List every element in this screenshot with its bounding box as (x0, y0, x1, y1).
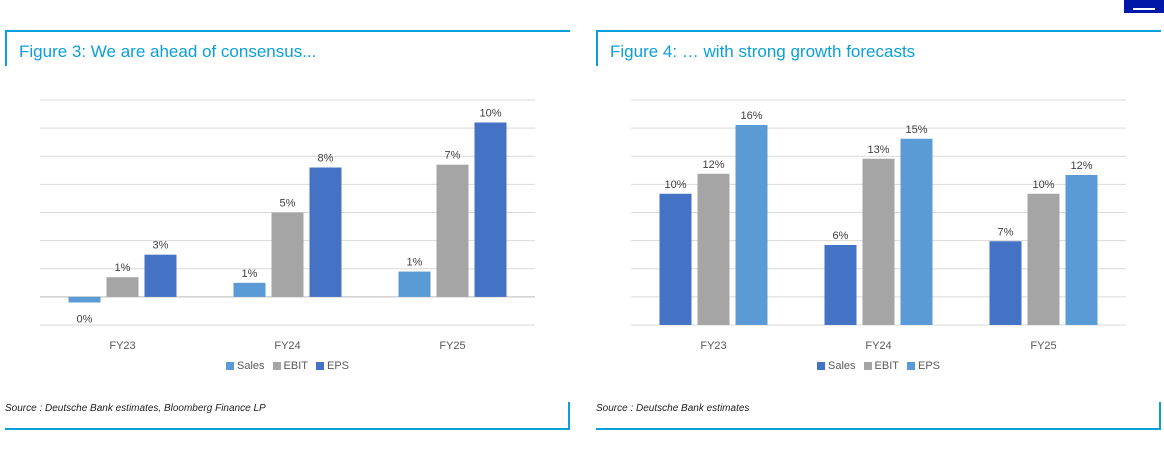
data-label: 10% (664, 179, 686, 191)
data-label: 5% (280, 198, 296, 210)
bar-ebit-fy24 (862, 158, 895, 325)
top-rule (5, 30, 570, 32)
legend-swatch (906, 362, 915, 370)
data-label: 12% (1070, 160, 1092, 172)
bar-sales-fy25 (989, 241, 1022, 325)
bar-ebit-fy24 (271, 212, 304, 297)
bar-eps-fy25 (1065, 175, 1098, 325)
chart-svg: 0% 1% 3% FY23 1% 5% 8% FY24 1% 7% 10% FY25 (40, 99, 535, 352)
data-label: 0% (77, 314, 93, 326)
category-label: FY25 (1030, 340, 1056, 352)
category-label: FY25 (439, 340, 465, 352)
legend-swatch (817, 362, 825, 370)
data-label: 16% (740, 110, 762, 122)
legend-label: EBIT (874, 360, 899, 372)
legend-label: Sales (237, 360, 265, 372)
figure-title: Figure 3: We are ahead of consensus... (19, 42, 317, 61)
chart-area: 10% 12% 16% FY23 6% 13% 15% FY24 7% 10% 12% FY25 (596, 82, 1161, 382)
data-label: 8% (318, 153, 334, 165)
legend-label: EPS (917, 360, 940, 372)
bar-eps-fy24 (309, 167, 342, 297)
bar-ebit-fy25 (436, 164, 469, 297)
legend: Sales EBIT EPS (5, 360, 570, 372)
legend-swatch (272, 362, 281, 370)
category-label: FY24 (274, 340, 300, 352)
legend-item-ebit: EBIT (272, 360, 308, 372)
left-tick (5, 30, 7, 66)
data-label: 1% (242, 268, 258, 280)
category-label: FY24 (865, 340, 891, 352)
bar-ebit-fy23 (697, 173, 730, 325)
legend-label: EPS (326, 360, 349, 372)
legend-item-eps: EPS (315, 360, 349, 372)
bar-eps-fy24 (900, 138, 933, 325)
chart-area: 0% 1% 3% FY23 1% 5% 8% FY24 1% 7% 10% FY25 (5, 82, 570, 382)
data-label: 1% (115, 262, 131, 274)
data-label: 12% (702, 159, 724, 171)
bar-sales-fy24 (824, 245, 857, 325)
bar-sales-fy25 (398, 271, 431, 297)
data-label: 6% (833, 230, 849, 242)
figure-3-panel: Figure 3: We are ahead of consensus... 0… (5, 30, 570, 430)
bottom-rule (5, 428, 570, 430)
data-label: 10% (1032, 179, 1054, 191)
right-tick (1159, 402, 1161, 430)
legend-item-sales: Sales (817, 360, 856, 372)
right-tick (568, 402, 570, 430)
data-label: 13% (867, 144, 889, 156)
legend-item-ebit: EBIT (863, 360, 899, 372)
figure-title: Figure 4: … with strong growth forecasts (610, 42, 916, 61)
legend-item-eps: EPS (906, 360, 940, 372)
legend-label: EBIT (283, 360, 308, 372)
legend-swatch (863, 362, 872, 370)
data-label: 3% (153, 240, 169, 252)
bar-ebit-fy25 (1027, 193, 1060, 325)
source-note: Source : Deutsche Bank estimates, Bloomb… (5, 403, 266, 414)
data-label: 10% (479, 108, 501, 120)
data-label: 1% (407, 257, 423, 269)
category-label: FY23 (700, 340, 726, 352)
figure-4-panel: Figure 4: … with strong growth forecasts… (596, 30, 1161, 430)
bar-ebit-fy23 (106, 277, 139, 297)
top-rule (596, 30, 1161, 32)
category-label: FY23 (109, 340, 135, 352)
logo-box (1124, 0, 1164, 13)
legend-swatch (315, 362, 324, 370)
bar-sales-fy24 (233, 282, 266, 297)
bottom-rule (596, 428, 1161, 430)
bar-eps-fy23 (144, 254, 177, 297)
data-label: 7% (998, 226, 1014, 238)
bar-sales-fy23 (68, 296, 101, 303)
bar-eps-fy25 (474, 122, 507, 297)
bar-eps-fy23 (735, 125, 768, 325)
legend: Sales EBIT EPS (596, 360, 1161, 372)
left-tick (596, 30, 598, 66)
bar-sales-fy23 (659, 193, 692, 325)
data-label: 7% (445, 150, 461, 162)
legend-swatch (226, 362, 234, 370)
data-label: 15% (905, 124, 927, 136)
legend-label: Sales (828, 360, 856, 372)
chart-svg: 10% 12% 16% FY23 6% 13% 15% FY24 7% 10% 12% FY25 (631, 99, 1126, 352)
legend-item-sales: Sales (226, 360, 265, 372)
source-note: Source : Deutsche Bank estimates (596, 403, 750, 414)
